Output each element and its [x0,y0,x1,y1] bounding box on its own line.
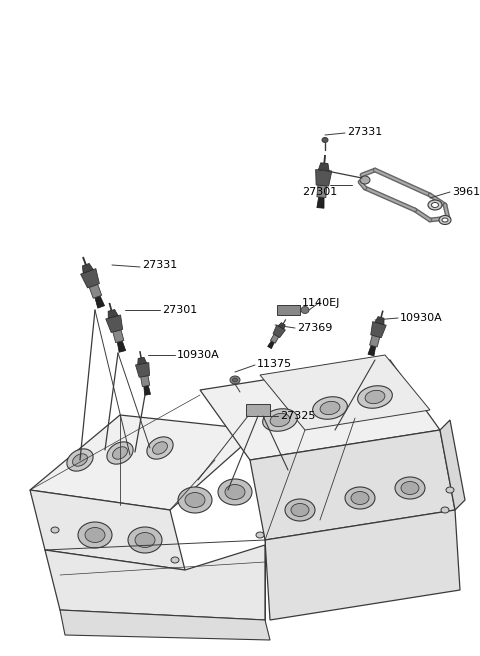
Ellipse shape [351,491,369,504]
Ellipse shape [112,447,128,459]
Ellipse shape [67,449,93,471]
Ellipse shape [358,386,392,408]
Polygon shape [95,296,105,308]
Text: 27369: 27369 [297,323,332,333]
Text: 27301: 27301 [302,187,337,197]
Text: 10930A: 10930A [400,313,443,323]
Text: 27325: 27325 [280,411,315,421]
Ellipse shape [78,522,112,548]
Ellipse shape [218,479,252,505]
Ellipse shape [51,527,59,533]
Polygon shape [200,360,440,460]
Text: 27301: 27301 [162,305,197,315]
Ellipse shape [178,487,212,513]
Text: 39610C: 39610C [452,187,480,197]
Polygon shape [60,610,270,640]
Ellipse shape [365,390,385,403]
Ellipse shape [135,533,155,548]
Ellipse shape [270,413,290,426]
Polygon shape [30,490,185,570]
Polygon shape [106,315,123,333]
Polygon shape [368,346,376,356]
Ellipse shape [153,441,168,454]
Polygon shape [267,341,274,348]
Polygon shape [141,376,150,386]
Ellipse shape [185,493,205,508]
Ellipse shape [232,378,238,382]
Polygon shape [265,510,460,620]
Polygon shape [117,341,126,352]
Polygon shape [138,358,146,365]
Ellipse shape [439,216,451,224]
Polygon shape [113,330,124,342]
Polygon shape [278,323,285,329]
Ellipse shape [147,437,173,459]
Polygon shape [135,363,149,377]
Text: 27331: 27331 [347,127,382,137]
Ellipse shape [446,487,454,493]
Polygon shape [440,420,465,510]
Polygon shape [246,404,270,416]
Ellipse shape [171,557,179,563]
Text: 1140EJ: 1140EJ [302,298,340,308]
Polygon shape [370,335,380,347]
Polygon shape [81,268,99,288]
Ellipse shape [85,527,105,543]
Ellipse shape [432,203,439,207]
Polygon shape [30,415,260,510]
Ellipse shape [345,487,375,509]
Polygon shape [83,264,93,274]
Text: 27331: 27331 [142,260,177,270]
Ellipse shape [320,401,340,415]
Polygon shape [250,430,455,540]
Ellipse shape [230,376,240,384]
Polygon shape [45,545,265,620]
Polygon shape [260,355,430,430]
Ellipse shape [401,482,419,495]
Ellipse shape [291,504,309,516]
Polygon shape [273,325,285,338]
Ellipse shape [360,176,370,184]
Polygon shape [316,169,332,186]
Ellipse shape [285,499,315,521]
Ellipse shape [256,532,264,538]
Ellipse shape [428,200,442,210]
Text: 10930A: 10930A [177,350,220,360]
Ellipse shape [263,409,297,431]
Text: 11375: 11375 [257,359,292,369]
Ellipse shape [225,485,245,499]
Polygon shape [375,317,384,325]
Polygon shape [270,335,279,343]
Ellipse shape [128,527,162,553]
Polygon shape [317,185,327,197]
Polygon shape [371,321,386,338]
Polygon shape [317,197,324,208]
Ellipse shape [441,507,449,513]
Polygon shape [318,163,329,171]
Polygon shape [108,310,118,318]
Ellipse shape [395,477,425,499]
Polygon shape [277,305,300,315]
Polygon shape [144,386,151,396]
Ellipse shape [72,454,87,466]
Ellipse shape [301,306,309,314]
Ellipse shape [312,397,348,419]
Ellipse shape [322,138,328,142]
Ellipse shape [107,442,133,464]
Ellipse shape [442,218,448,222]
Polygon shape [89,284,102,298]
